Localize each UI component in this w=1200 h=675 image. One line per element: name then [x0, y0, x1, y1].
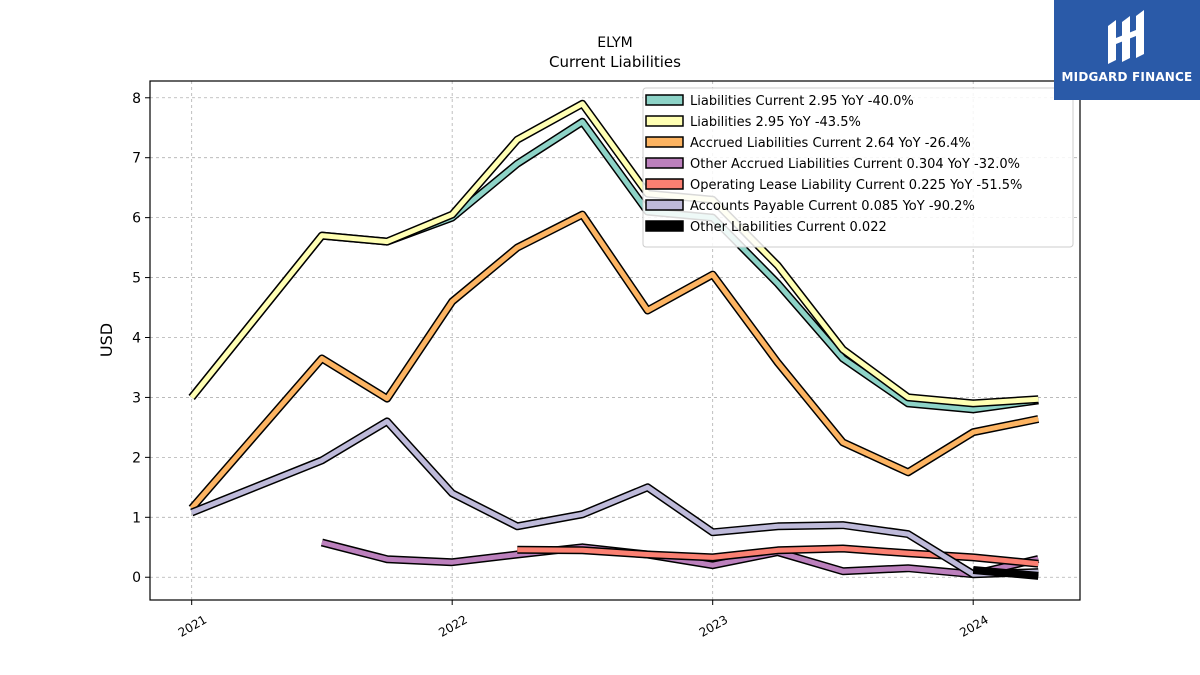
legend-label: Operating Lease Liability Current 0.225 …: [690, 178, 1022, 193]
legend-swatch: [645, 178, 684, 190]
series-line: [517, 546, 1039, 567]
legend-swatch: [645, 94, 684, 106]
y-tick-label: 0: [132, 570, 141, 586]
legend-label: Liabilities Current 2.95 YoY -40.0%: [690, 94, 914, 109]
chart-subtitle: Current Liabilities: [549, 53, 681, 71]
x-tick-label: 2022: [436, 612, 469, 639]
series-line: [972, 567, 1039, 579]
legend-swatch: [645, 115, 684, 127]
midgard-logo-icon: [1108, 10, 1144, 64]
series-6: [190, 417, 1039, 579]
y-tick-label: 1: [132, 510, 141, 526]
chart-title: ELYM: [597, 35, 632, 51]
y-axis-label: USD: [97, 323, 116, 357]
legend-swatch: [645, 199, 684, 211]
legend-label: Other Liabilities Current 0.022: [690, 220, 887, 235]
legend-label: Other Accrued Liabilities Current 0.304 …: [690, 157, 1020, 172]
x-tick-label: 2023: [697, 612, 730, 639]
legend-box: [642, 87, 1074, 248]
y-tick-label: 5: [132, 271, 141, 287]
y-tick-label: 4: [132, 331, 141, 347]
series-line: [189, 212, 1039, 510]
x-tick-label: 2024: [957, 612, 990, 639]
legend-swatch: [645, 136, 684, 148]
x-tick-label: 2021: [176, 612, 209, 639]
legend-swatch: [645, 220, 684, 232]
legend-swatch: [645, 157, 684, 169]
y-tick-label: 8: [132, 91, 141, 107]
legend-label: Liabilities 2.95 YoY -43.5%: [690, 115, 861, 130]
brand-logo: MIDGARD FINANCE: [1054, 0, 1200, 100]
legend-label: Accrued Liabilities Current 2.64 YoY -26…: [690, 136, 971, 151]
series-5: [517, 544, 1039, 568]
y-tick-label: 3: [132, 390, 141, 406]
series-line: [190, 418, 1039, 577]
y-tick-label: 6: [132, 211, 141, 227]
plot-frame: [149, 80, 1081, 601]
series-7: [972, 566, 1039, 580]
y-tick-label: 2: [132, 450, 141, 466]
y-tick-label: 7: [132, 151, 141, 167]
series-3: [188, 210, 1040, 511]
brand-name: MIDGARD FINANCE: [1061, 70, 1193, 84]
legend: Liabilities Current 2.95 YoY -40.0% Liabi…: [642, 87, 1074, 248]
legend-label: Accounts Payable Current 0.085 YoY -90.2…: [690, 199, 975, 214]
